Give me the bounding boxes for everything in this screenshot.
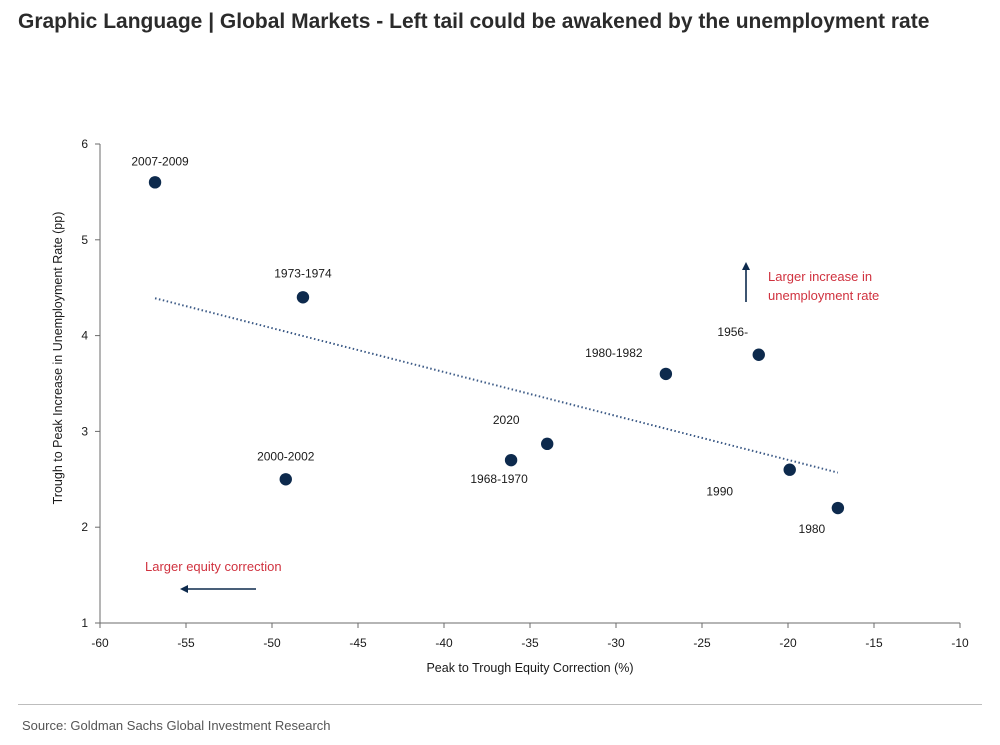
y-tick-label: 5 [81,233,88,247]
y-axis-title: Trough to Peak Increase in Unemployment … [51,212,65,505]
y-tick-label: 1 [81,616,88,630]
axes [99,144,960,624]
source-note: Source: Goldman Sachs Global Investment … [22,718,331,733]
y-ticks: 1 2 3 4 5 6 [81,137,100,630]
annotation-unemployment-line1: Larger increase in [768,269,872,284]
data-label: 2007-2009 [131,154,189,168]
data-label: 1956- [717,325,748,339]
annotation-equity: Larger equity correction [145,559,282,574]
x-tick-label: -50 [263,636,281,650]
data-point-1968-1970 [504,453,518,467]
x-tick-label: -20 [779,636,797,650]
x-tick-label: -40 [435,636,453,650]
data-label: 1980 [799,522,826,536]
data-point-2000-2002 [279,473,292,486]
data-point-2020 [541,437,554,451]
x-tick-label: -45 [349,636,367,650]
data-label: 1990 [706,485,733,499]
data-label: 1968-1970 [470,472,528,486]
x-ticks: -60 -55 -50 -45 -40 -35 -30 -25 -20 -15 -10 [91,623,969,650]
x-tick-label: -15 [865,636,883,650]
y-tick-label: 6 [81,137,88,151]
y-tick-label: 2 [81,520,88,534]
data-label: 1980-1982 [585,346,643,360]
data-point-1980-1982 [659,367,673,381]
x-tick-label: -60 [91,636,109,650]
point-labels: 2007-2009 1973-1974 2000-2002 2020 1968-1970… [131,154,825,536]
x-tick-label: -10 [951,636,969,650]
footer-divider [18,704,982,705]
data-point-1990 [783,463,796,476]
y-tick-label: 3 [81,424,88,438]
data-label: 2000-2002 [257,449,315,463]
y-tick-label: 4 [81,329,88,343]
data-point-1973-1974 [296,291,310,304]
trendline [154,297,839,474]
data-label: 2020 [493,413,520,427]
x-tick-label: -55 [177,636,195,650]
data-point-1980 [831,501,845,515]
annotation-unemployment-line2: unemployment rate [768,288,879,303]
x-axis-title: Peak to Trough Equity Correction (%) [426,661,633,675]
x-tick-label: -30 [607,636,625,650]
data-label: 1973-1974 [274,266,332,280]
data-point-2007-2009 [148,176,162,189]
scatter-chart: -60 -55 -50 -45 -40 -35 -30 -25 -20 -15 -10 1 2 3 4 5 6… [51,137,969,675]
data-points [148,176,845,515]
page-title: Graphic Language | Global Markets - Left… [18,10,930,33]
x-tick-label: -25 [693,636,711,650]
data-point-1956 [752,348,765,361]
x-tick-label: -35 [521,636,539,650]
